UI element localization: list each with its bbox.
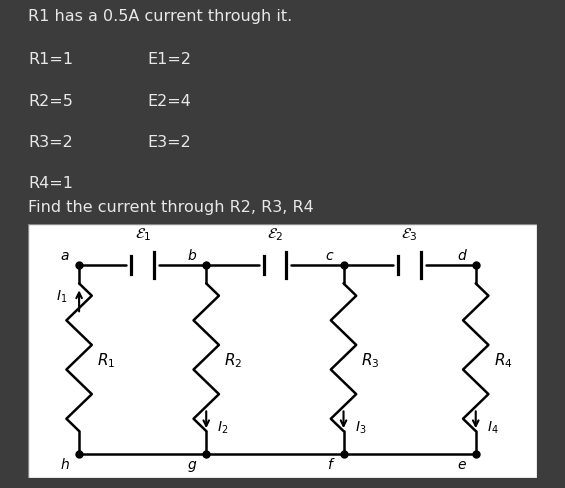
Text: b: b bbox=[188, 248, 197, 262]
Text: c: c bbox=[325, 248, 333, 262]
Text: $I_2$: $I_2$ bbox=[218, 419, 229, 435]
Text: R4=1: R4=1 bbox=[28, 176, 73, 191]
Text: $I_4$: $I_4$ bbox=[487, 419, 498, 435]
Text: $\mathcal{E}_1$: $\mathcal{E}_1$ bbox=[134, 226, 151, 243]
Text: E1=2: E1=2 bbox=[147, 52, 191, 67]
Text: $\mathcal{E}_3$: $\mathcal{E}_3$ bbox=[401, 226, 418, 243]
Text: $R_3$: $R_3$ bbox=[362, 350, 380, 369]
Text: R2=5: R2=5 bbox=[28, 93, 73, 108]
Text: $\mathcal{E}_2$: $\mathcal{E}_2$ bbox=[267, 226, 283, 243]
Text: $R_2$: $R_2$ bbox=[224, 350, 242, 369]
Text: f: f bbox=[327, 457, 332, 471]
Text: R1 has a 0.5A current through it.: R1 has a 0.5A current through it. bbox=[28, 9, 293, 23]
Text: R1=1: R1=1 bbox=[28, 52, 73, 67]
Text: E3=2: E3=2 bbox=[147, 135, 190, 150]
Text: a: a bbox=[60, 248, 69, 262]
Text: d: d bbox=[457, 248, 466, 262]
Text: g: g bbox=[188, 457, 197, 471]
Text: Find the current through R2, R3, R4: Find the current through R2, R3, R4 bbox=[28, 200, 314, 215]
Text: $I_3$: $I_3$ bbox=[355, 419, 366, 435]
Text: $R_4$: $R_4$ bbox=[494, 350, 512, 369]
Text: $I_1$: $I_1$ bbox=[55, 288, 67, 305]
Text: e: e bbox=[457, 457, 466, 471]
Text: R3=2: R3=2 bbox=[28, 135, 73, 150]
Text: $R_1$: $R_1$ bbox=[97, 350, 115, 369]
FancyBboxPatch shape bbox=[28, 224, 537, 478]
Text: E2=4: E2=4 bbox=[147, 93, 191, 108]
Text: h: h bbox=[60, 457, 69, 471]
